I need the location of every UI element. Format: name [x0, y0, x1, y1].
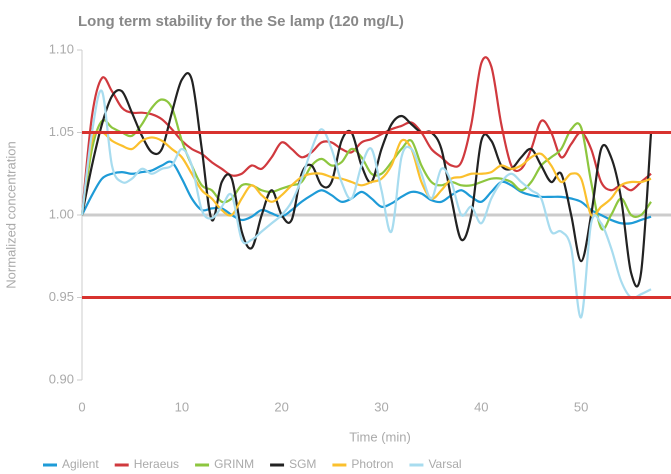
y-axis-label: Normalized concentration	[3, 141, 18, 288]
series-line	[80, 89, 652, 319]
series-line	[81, 160, 652, 225]
x-tick-label: 0	[78, 399, 85, 414]
y-tick-label: 0.90	[49, 371, 74, 386]
legend-label: Heraeus	[134, 457, 179, 471]
x-tick-label: 10	[175, 399, 189, 414]
legend-label: SGM	[289, 457, 316, 471]
series-line	[80, 130, 652, 218]
legend-label: Photron	[351, 457, 393, 471]
y-tick-label: 1.10	[49, 41, 74, 56]
y-tick-label: 0.95	[49, 289, 74, 304]
x-tick-label: 20	[274, 399, 288, 414]
legend-label: Varsal	[428, 457, 461, 471]
x-axis-label: Time (min)	[349, 429, 411, 444]
x-tick-label: 40	[474, 399, 488, 414]
x-tick-label: 50	[574, 399, 588, 414]
y-tick-label: 1.00	[49, 206, 74, 221]
chart-title: Long term stability for the Se lamp (120…	[78, 13, 404, 30]
legend-label: GRINM	[214, 457, 254, 471]
series-line	[80, 98, 652, 231]
x-tick-label: 30	[374, 399, 388, 414]
legend-label: Agilent	[62, 457, 99, 471]
y-tick-label: 1.05	[49, 124, 74, 139]
